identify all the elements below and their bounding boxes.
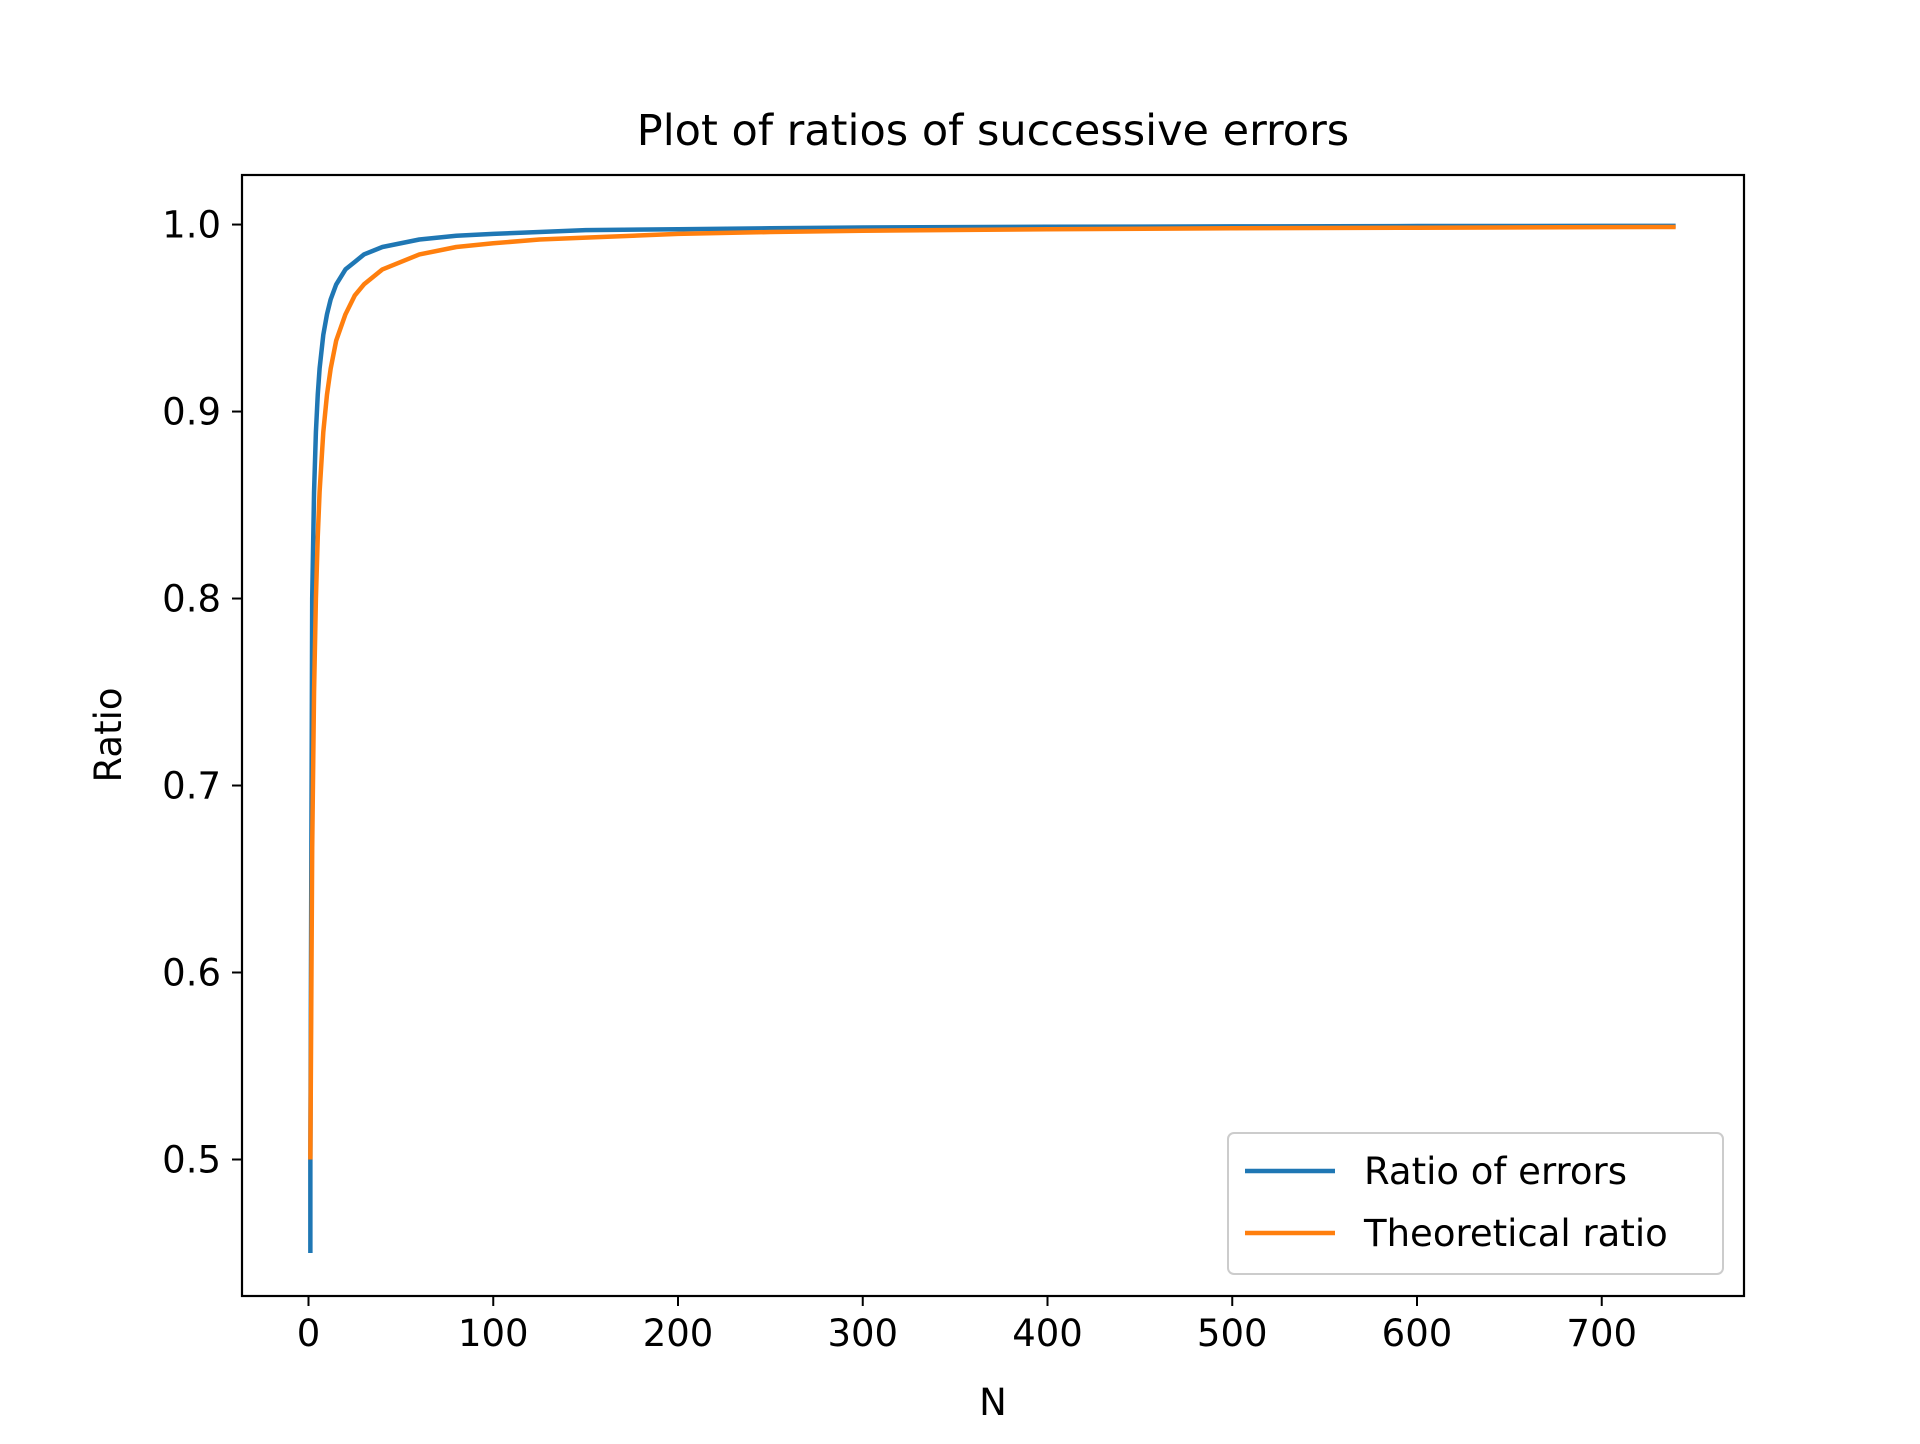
legend-frame bbox=[1227, 1132, 1724, 1275]
x-axis-label: N bbox=[979, 1381, 1007, 1424]
y-tick-label: 0.6 bbox=[162, 952, 221, 995]
x-tick-label: 300 bbox=[827, 1312, 898, 1355]
y-axis-label: Ratio bbox=[87, 688, 130, 783]
series-line-ratio-of-errors bbox=[308, 223, 1676, 1253]
legend: Ratio of errors Theoretical ratio bbox=[1227, 1132, 1724, 1275]
y-tick-label: 0.5 bbox=[162, 1138, 221, 1181]
x-tick-label: 700 bbox=[1566, 1312, 1637, 1355]
x-axis-ticks: 0 100 200 300 400 500 600 700 bbox=[297, 1296, 1637, 1355]
y-axis-ticks: 0.5 0.6 0.7 0.8 0.9 1.0 bbox=[162, 204, 242, 1181]
series-line-theoretical-ratio bbox=[308, 224, 1676, 1160]
x-tick-label: 200 bbox=[643, 1312, 714, 1355]
y-tick-label: 0.9 bbox=[162, 391, 221, 434]
legend-label-ratio-of-errors: Ratio of errors bbox=[1364, 1150, 1627, 1193]
y-tick-label: 0.7 bbox=[162, 765, 221, 808]
x-tick-label: 0 bbox=[297, 1312, 321, 1355]
x-tick-label: 400 bbox=[1012, 1312, 1083, 1355]
y-tick-label: 0.8 bbox=[162, 578, 221, 621]
legend-label-theoretical-ratio: Theoretical ratio bbox=[1363, 1212, 1668, 1255]
x-tick-label: 500 bbox=[1197, 1312, 1268, 1355]
y-tick-label: 1.0 bbox=[162, 204, 221, 247]
axes-frame bbox=[240, 173, 1746, 1298]
x-tick-label: 600 bbox=[1382, 1312, 1453, 1355]
x-tick-label: 100 bbox=[458, 1312, 529, 1355]
chart-title: Plot of ratios of successive errors bbox=[637, 106, 1349, 156]
plot-area bbox=[308, 223, 1676, 1253]
